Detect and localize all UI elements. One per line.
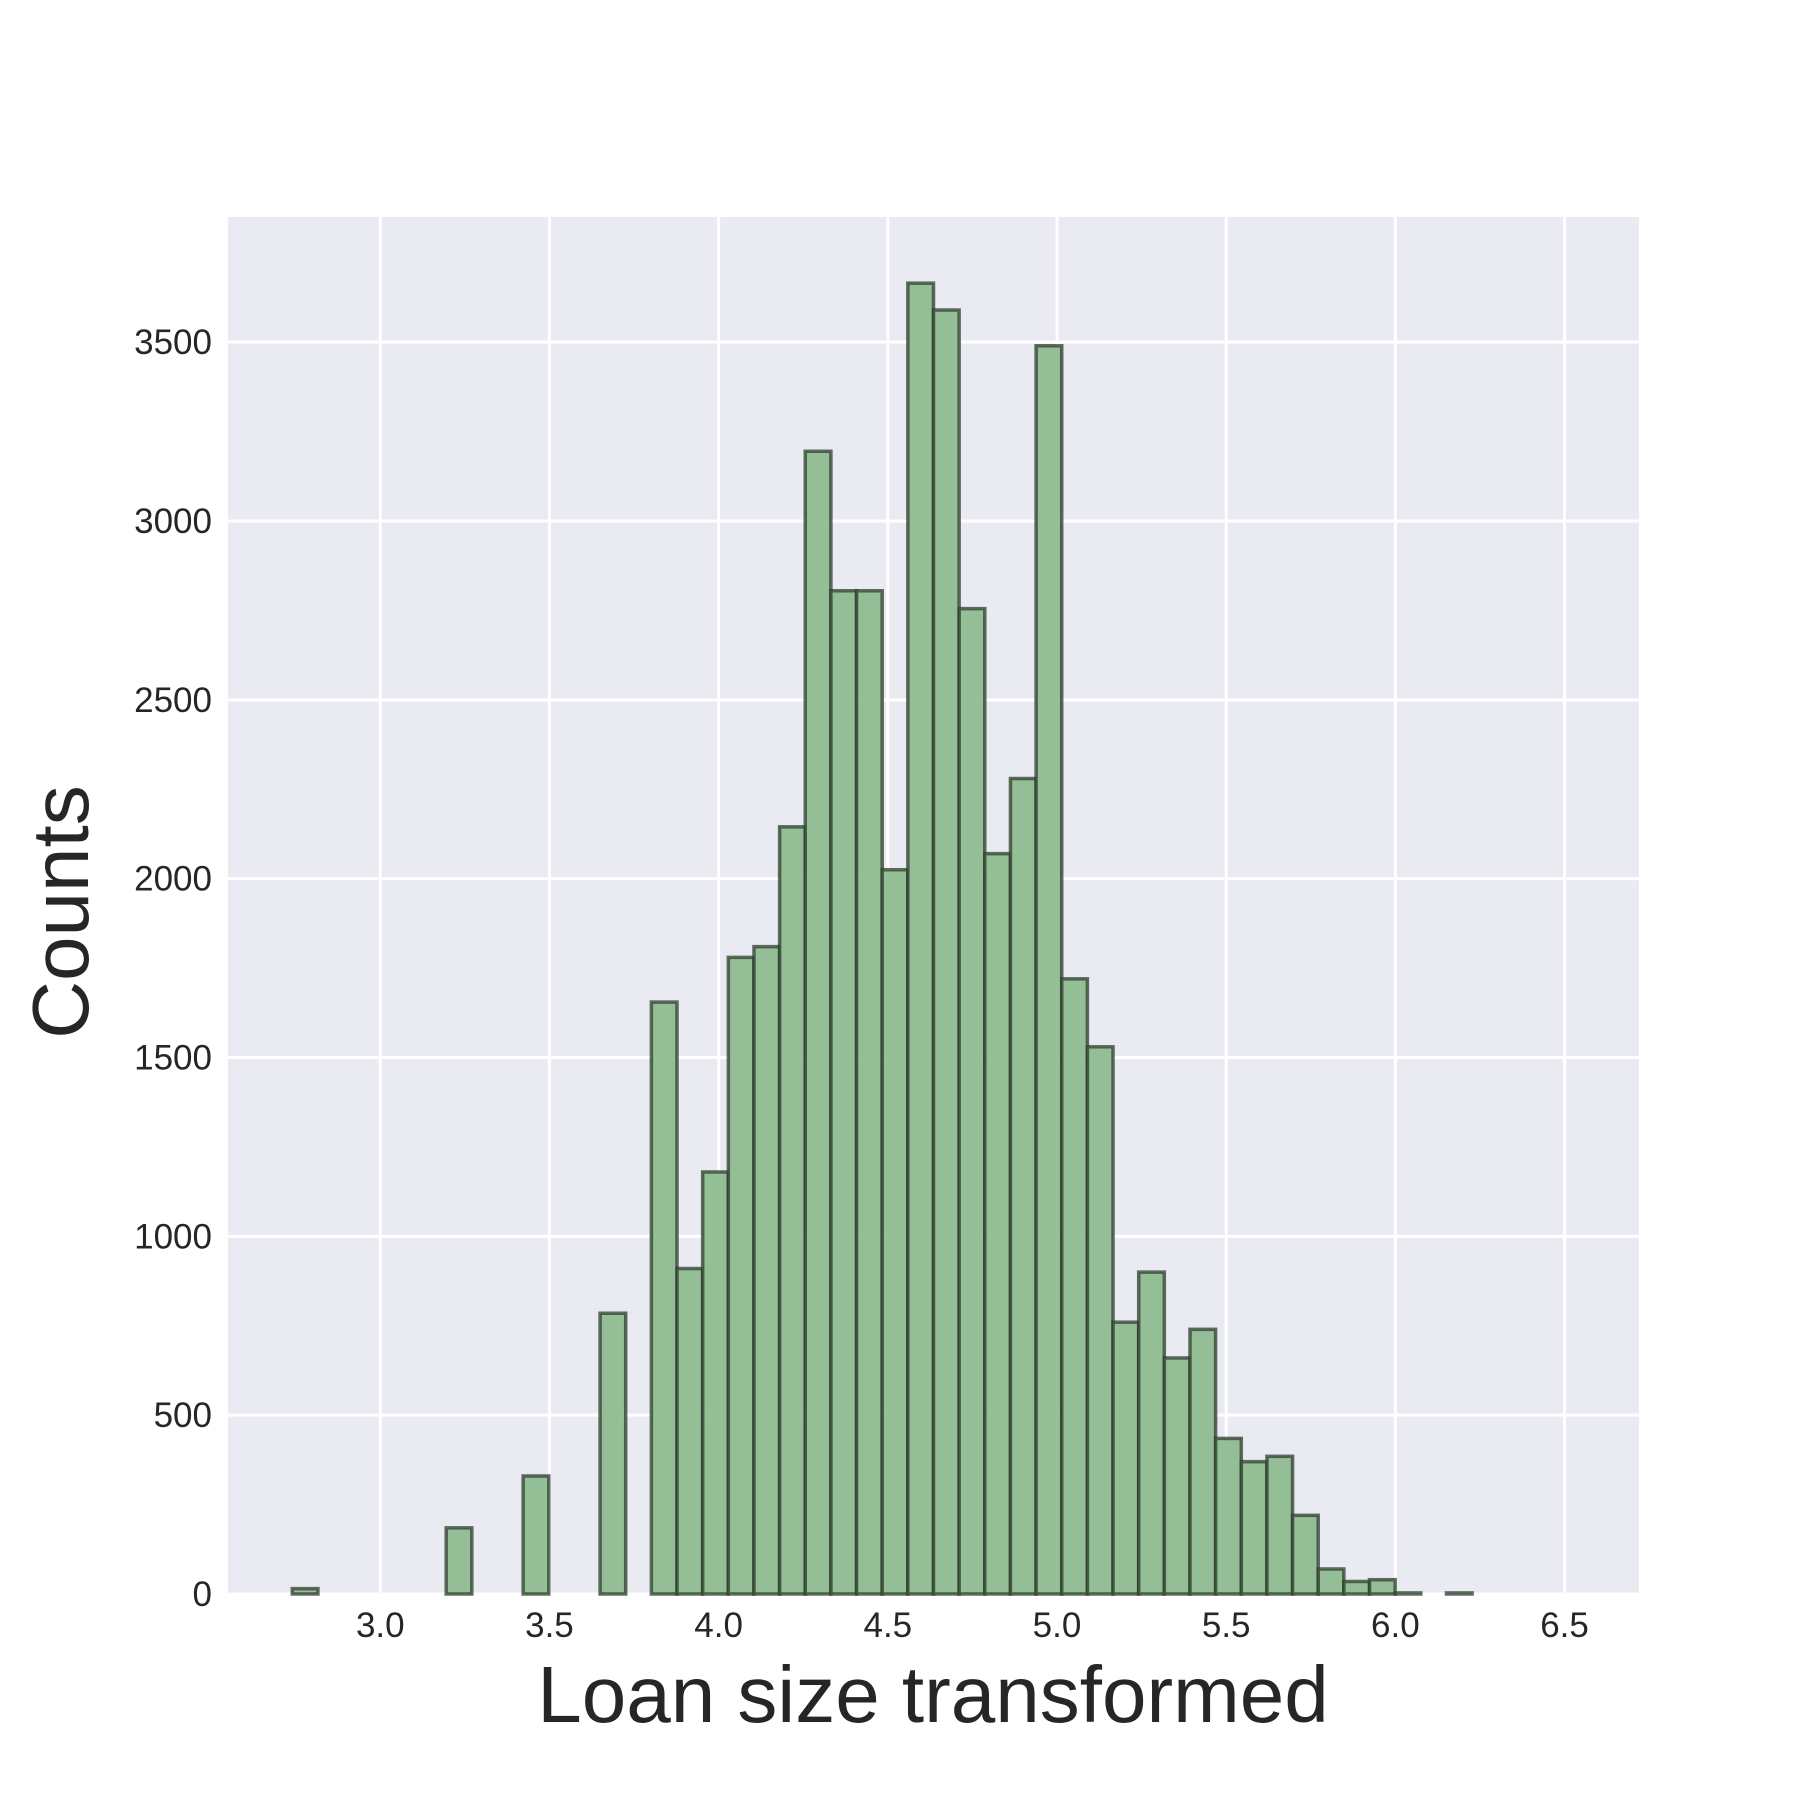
x-tick-label: 5.0 <box>1033 1606 1082 1645</box>
y-tick-label: 3000 <box>134 502 212 541</box>
x-tick-label: 3.5 <box>525 1606 574 1645</box>
histogram-bar <box>829 589 859 1596</box>
histogram-bar <box>290 1586 320 1596</box>
x-tick-label: 6.5 <box>1540 1606 1589 1645</box>
y-axis-title: Counts <box>16 785 105 1038</box>
histogram-bar <box>1188 1327 1218 1596</box>
histogram-bar <box>1316 1567 1346 1596</box>
histogram-bars <box>290 281 1474 1596</box>
x-tick-label: 5.5 <box>1202 1606 1251 1645</box>
y-tick-label: 1000 <box>134 1217 212 1256</box>
histogram-bar <box>1213 1436 1244 1596</box>
histogram-bar <box>1342 1579 1372 1596</box>
histogram-bar <box>1111 1320 1141 1596</box>
histogram-bar <box>1136 1270 1167 1596</box>
x-axis-ticks: 3.0 3.5 4.0 4.5 5.0 5.5 6.0 6.5 <box>356 1606 1589 1645</box>
y-tick-label: 2500 <box>134 681 212 720</box>
histogram-bar <box>675 1266 705 1596</box>
y-tick-label: 500 <box>154 1396 212 1435</box>
x-tick-label: 4.0 <box>694 1606 743 1645</box>
histogram-bar <box>906 281 936 1596</box>
histogram-bar <box>700 1170 731 1596</box>
histogram-bar <box>726 955 756 1596</box>
histogram-bar <box>1265 1454 1295 1596</box>
y-tick-label: 3500 <box>134 323 212 362</box>
histogram-bar <box>444 1526 474 1596</box>
histogram-bar <box>649 1000 679 1596</box>
histogram-bar <box>803 449 833 1596</box>
x-tick-label: 4.5 <box>863 1606 912 1645</box>
y-axis-ticks: 0 500 1000 1500 2000 2500 3000 3500 <box>134 323 212 1614</box>
histogram-bar <box>1034 344 1064 1596</box>
histogram-bar <box>598 1311 628 1596</box>
y-tick-label: 1500 <box>134 1039 212 1078</box>
histogram-bar <box>880 867 910 1596</box>
histogram-bar <box>752 944 782 1596</box>
y-tick-label: 0 <box>193 1575 212 1614</box>
histogram-bar <box>1444 1591 1474 1596</box>
histogram-bar <box>983 851 1013 1596</box>
histogram-bar <box>1239 1459 1269 1596</box>
histogram-bar <box>1162 1356 1192 1596</box>
histogram-bar <box>1008 776 1038 1596</box>
histogram-bar <box>854 589 884 1596</box>
histogram-bar <box>931 308 961 1596</box>
histogram-bar <box>1059 977 1090 1596</box>
x-axis-title: Loan size transformed <box>537 1650 1329 1739</box>
histogram-bar <box>777 825 808 1596</box>
histogram-bar <box>957 606 987 1596</box>
histogram-bar <box>1085 1045 1115 1596</box>
histogram-bar <box>521 1474 551 1596</box>
x-tick-label: 3.0 <box>356 1606 405 1645</box>
x-tick-label: 6.0 <box>1371 1606 1420 1645</box>
histogram-bar <box>1290 1513 1320 1596</box>
histogram-bar <box>1393 1591 1423 1596</box>
histogram-bar <box>1367 1577 1397 1596</box>
y-tick-label: 2000 <box>134 860 212 899</box>
